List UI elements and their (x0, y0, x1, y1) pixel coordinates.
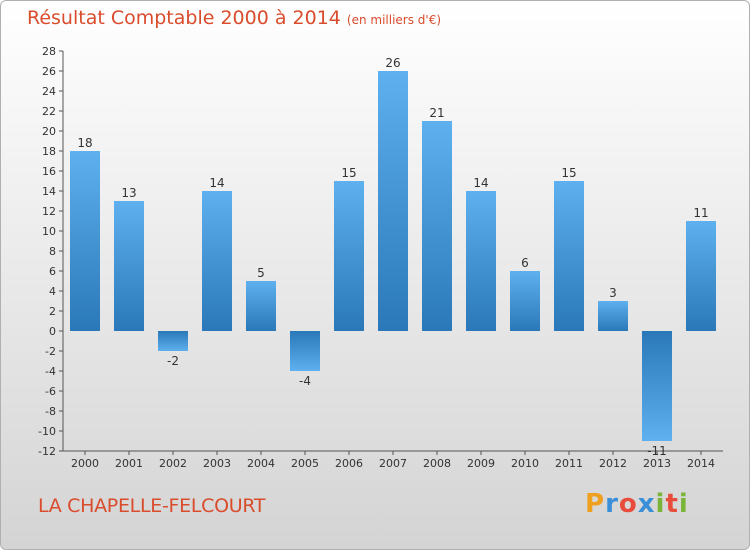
x-tick-label: 2001 (115, 457, 143, 470)
y-tick-label: 24 (42, 85, 56, 98)
logo-letter: o (618, 489, 638, 519)
x-tick-label: 2002 (159, 457, 187, 470)
bar-value-label: -2 (167, 354, 179, 368)
y-tick-label: 10 (42, 225, 56, 238)
y-tick-label: 12 (42, 205, 56, 218)
y-tick-label: -4 (45, 365, 56, 378)
y-tick-label: 6 (49, 265, 56, 278)
bar-2000 (70, 151, 100, 331)
bar-value-label: 14 (473, 176, 488, 190)
y-tick-label: 8 (49, 245, 56, 258)
x-tick-label: 2008 (423, 457, 451, 470)
commune-name: LA CHAPELLE-FELCOURT (38, 495, 266, 517)
bar-value-label: 11 (693, 206, 708, 220)
bar-2010 (510, 271, 540, 331)
y-tick-label: 18 (42, 145, 56, 158)
x-tick-label: 2010 (511, 457, 539, 470)
bar-value-label: -4 (299, 374, 311, 388)
logo-letter: r (605, 489, 619, 519)
bar-2007 (378, 71, 408, 331)
y-tick-label: -8 (45, 405, 56, 418)
bar-2008 (422, 121, 452, 331)
logo-letter: P (585, 489, 606, 519)
y-tick-label: -12 (38, 445, 56, 458)
x-tick-label: 2012 (599, 457, 627, 470)
x-tick-label: 2007 (379, 457, 407, 470)
y-tick-label: -10 (38, 425, 56, 438)
x-tick-label: 2009 (467, 457, 495, 470)
proxiti-logo: Proxiti (585, 489, 689, 519)
x-tick-label: 2013 (643, 457, 671, 470)
bar-value-label: 21 (429, 106, 444, 120)
bar-2005 (290, 331, 320, 371)
bar-value-label: -11 (647, 444, 667, 458)
y-tick-label: -2 (45, 345, 56, 358)
x-tick-label: 2005 (291, 457, 319, 470)
y-tick-label: 4 (49, 285, 56, 298)
bar-2001 (114, 201, 144, 331)
bar-value-label: 14 (209, 176, 224, 190)
bar-value-label: 26 (385, 56, 400, 70)
bar-2004 (246, 281, 276, 331)
bar-2014 (686, 221, 716, 331)
bar-2006 (334, 181, 364, 331)
y-tick-label: 20 (42, 125, 56, 138)
bar-value-label: 3 (609, 286, 617, 300)
bar-value-label: 15 (341, 166, 356, 180)
logo-letter: t (665, 489, 679, 519)
y-tick-label: 2 (49, 305, 56, 318)
chart-title: Résultat Comptable 2000 à 2014 (en millie… (27, 7, 441, 29)
x-tick-label: 2000 (71, 457, 99, 470)
bar-2012 (598, 301, 628, 331)
y-tick-label: 26 (42, 65, 56, 78)
y-tick-label: -6 (45, 385, 56, 398)
x-tick-label: 2014 (687, 457, 715, 470)
x-tick-label: 2003 (203, 457, 231, 470)
x-tick-label: 2004 (247, 457, 275, 470)
bar-value-label: 5 (257, 266, 265, 280)
bar-value-label: 13 (121, 186, 136, 200)
bar-2013 (642, 331, 672, 441)
bar-value-label: 18 (77, 136, 92, 150)
y-tick-label: 22 (42, 105, 56, 118)
y-tick-label: 28 (42, 45, 56, 58)
bar-value-label: 15 (561, 166, 576, 180)
bar-2009 (466, 191, 496, 331)
bar-2002 (158, 331, 188, 351)
bar-2011 (554, 181, 584, 331)
y-tick-label: 16 (42, 165, 56, 178)
bar-2003 (202, 191, 232, 331)
logo-letter: i (678, 489, 689, 519)
x-tick-label: 2011 (555, 457, 583, 470)
y-tick-label: 14 (42, 185, 56, 198)
bar-value-label: 6 (521, 256, 529, 270)
logo-letter: x (637, 489, 656, 519)
x-tick-label: 2006 (335, 457, 363, 470)
chart-title-text: Résultat Comptable 2000 à 2014 (27, 7, 341, 29)
chart-subtitle: (en milliers d'€) (346, 13, 442, 27)
y-tick-label: 0 (49, 325, 56, 338)
logo-letter: i (655, 489, 666, 519)
